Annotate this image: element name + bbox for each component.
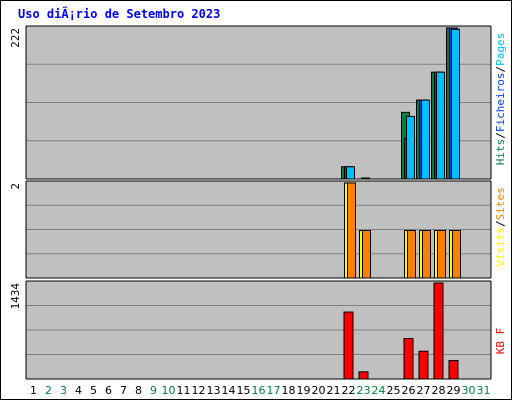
legend-sites: Sites: [494, 187, 507, 220]
bar-kb-f-day-27: [418, 350, 429, 380]
x-tick-day-28: 28: [432, 384, 446, 397]
bar-pages-day-27: [421, 99, 430, 180]
bar-pages-day-23: [361, 177, 370, 180]
x-tick-day-26: 26: [402, 384, 416, 397]
x-tick-day-5: 5: [90, 384, 97, 397]
chart-title: Uso diÃ¡rio de Setembro 2023: [18, 7, 221, 21]
bar-sites-day-29: [452, 230, 461, 279]
legend-separator: /: [494, 220, 507, 227]
legend-kb-f: KB F: [494, 328, 507, 355]
x-tick-day-2: 2: [45, 384, 52, 397]
x-tick-day-12: 12: [192, 384, 206, 397]
x-tick-day-27: 27: [417, 384, 431, 397]
y-max-label-hits: 222: [9, 28, 22, 48]
y-max-label-kbytes: 1434: [9, 283, 22, 310]
x-tick-day-10: 10: [162, 384, 176, 397]
bar-pages-day-26: [406, 115, 415, 180]
bar-sites-day-22: [347, 182, 356, 279]
bar-pages-day-22: [346, 166, 355, 180]
x-tick-day-25: 25: [387, 384, 401, 397]
x-tick-day-7: 7: [120, 384, 127, 397]
x-tick-day-31: 31: [477, 384, 491, 397]
legend-pages: Pages: [494, 33, 507, 66]
bar-sites-day-28: [437, 230, 446, 279]
x-tick-day-22: 22: [342, 384, 356, 397]
legend-label-kbytes: KB F: [494, 328, 507, 355]
legend-visits: Visits: [494, 227, 507, 267]
legend-separator: /: [494, 66, 507, 73]
x-tick-day-18: 18: [282, 384, 296, 397]
x-tick-day-19: 19: [297, 384, 311, 397]
bar-kb-f-day-23: [358, 371, 369, 380]
x-tick-day-1: 1: [30, 384, 37, 397]
legend-label-hits: Hits/Ficheiros/Pages: [494, 33, 507, 165]
legend-label-visits: Visits/Sites: [494, 187, 507, 267]
x-tick-day-30: 30: [462, 384, 476, 397]
legend-ficheiros: Ficheiros: [494, 73, 507, 133]
bar-sites-day-27: [422, 230, 431, 279]
x-tick-day-24: 24: [372, 384, 386, 397]
bar-kb-f-day-29: [448, 360, 459, 380]
bar-pages-day-28: [436, 71, 445, 180]
legend-separator: /: [494, 132, 507, 139]
bar-kb-f-day-28: [433, 282, 444, 380]
x-tick-day-20: 20: [312, 384, 326, 397]
x-tick-day-15: 15: [237, 384, 251, 397]
x-tick-day-16: 16: [252, 384, 266, 397]
x-tick-day-6: 6: [105, 384, 112, 397]
x-tick-day-11: 11: [177, 384, 191, 397]
x-tick-day-17: 17: [267, 384, 281, 397]
bar-pages-day-29: [451, 28, 460, 180]
bar-kb-f-day-26: [403, 337, 414, 380]
x-tick-day-29: 29: [447, 384, 461, 397]
bar-sites-day-23: [362, 230, 371, 279]
bar-sites-day-26: [407, 230, 416, 279]
legend-hits: Hits: [494, 139, 507, 166]
x-tick-day-4: 4: [75, 384, 82, 397]
x-tick-day-14: 14: [222, 384, 236, 397]
x-tick-day-9: 9: [150, 384, 157, 397]
x-tick-day-23: 23: [357, 384, 371, 397]
y-max-label-visits: 2: [9, 183, 22, 190]
x-tick-day-3: 3: [60, 384, 67, 397]
bar-kb-f-day-22: [343, 311, 354, 380]
x-tick-day-8: 8: [135, 384, 142, 397]
x-tick-day-13: 13: [207, 384, 221, 397]
x-tick-day-21: 21: [327, 384, 341, 397]
